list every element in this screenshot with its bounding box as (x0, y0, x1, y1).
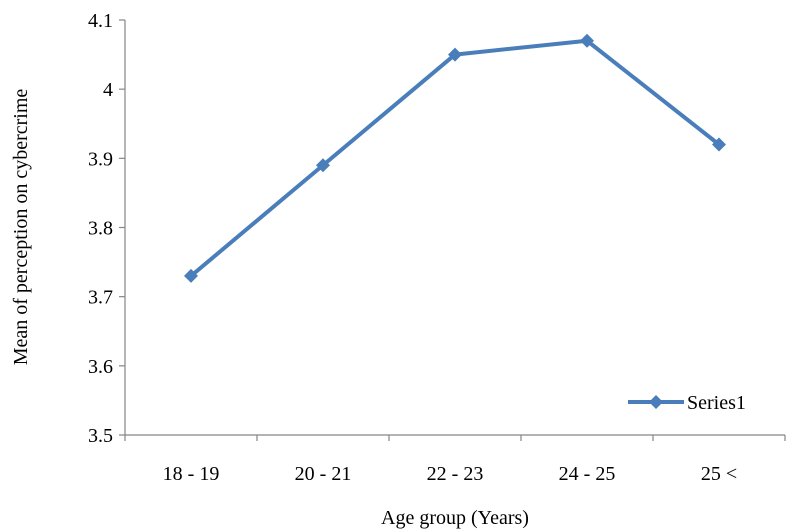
data-point (580, 33, 594, 48)
legend: Series1 (628, 392, 746, 414)
y-tick-label: 3.8 (88, 218, 113, 240)
y-tick-label: 4 (103, 79, 113, 101)
x-axis-title: Age group (Years) (381, 507, 529, 529)
x-tick-label: 18 - 19 (163, 463, 220, 485)
axes: 3.5 3.6 3.7 3.8 3.9 4 4.1 18 - 19 20 - 21 22 - 2… (88, 10, 786, 485)
x-tick-label: 22 - 23 (427, 463, 484, 485)
data-point (184, 268, 198, 283)
legend-label: Series1 (687, 392, 746, 414)
series-line (189, 38, 721, 278)
x-tick-label: 25 < (701, 463, 737, 485)
y-tick-label: 3.7 (88, 287, 113, 309)
x-tick-label: 20 - 21 (295, 463, 352, 485)
data-point (316, 158, 330, 173)
y-tick-label: 3.5 (88, 425, 113, 447)
y-axis-title: Mean of perception on cybercrime (10, 89, 32, 366)
y-tick-label: 3.9 (88, 148, 113, 170)
y-tick-label: 3.6 (88, 356, 113, 378)
x-ticks: 18 - 19 20 - 21 22 - 23 24 - 25 25 < (124, 435, 786, 485)
legend-marker-diamond (649, 395, 663, 409)
data-point (448, 47, 462, 62)
y-tick-label: 4.1 (88, 10, 113, 32)
data-point (712, 137, 726, 152)
series-group (184, 33, 726, 283)
y-ticks: 3.5 3.6 3.7 3.8 3.9 4 4.1 (88, 10, 125, 447)
x-tick-label: 24 - 25 (559, 463, 616, 485)
